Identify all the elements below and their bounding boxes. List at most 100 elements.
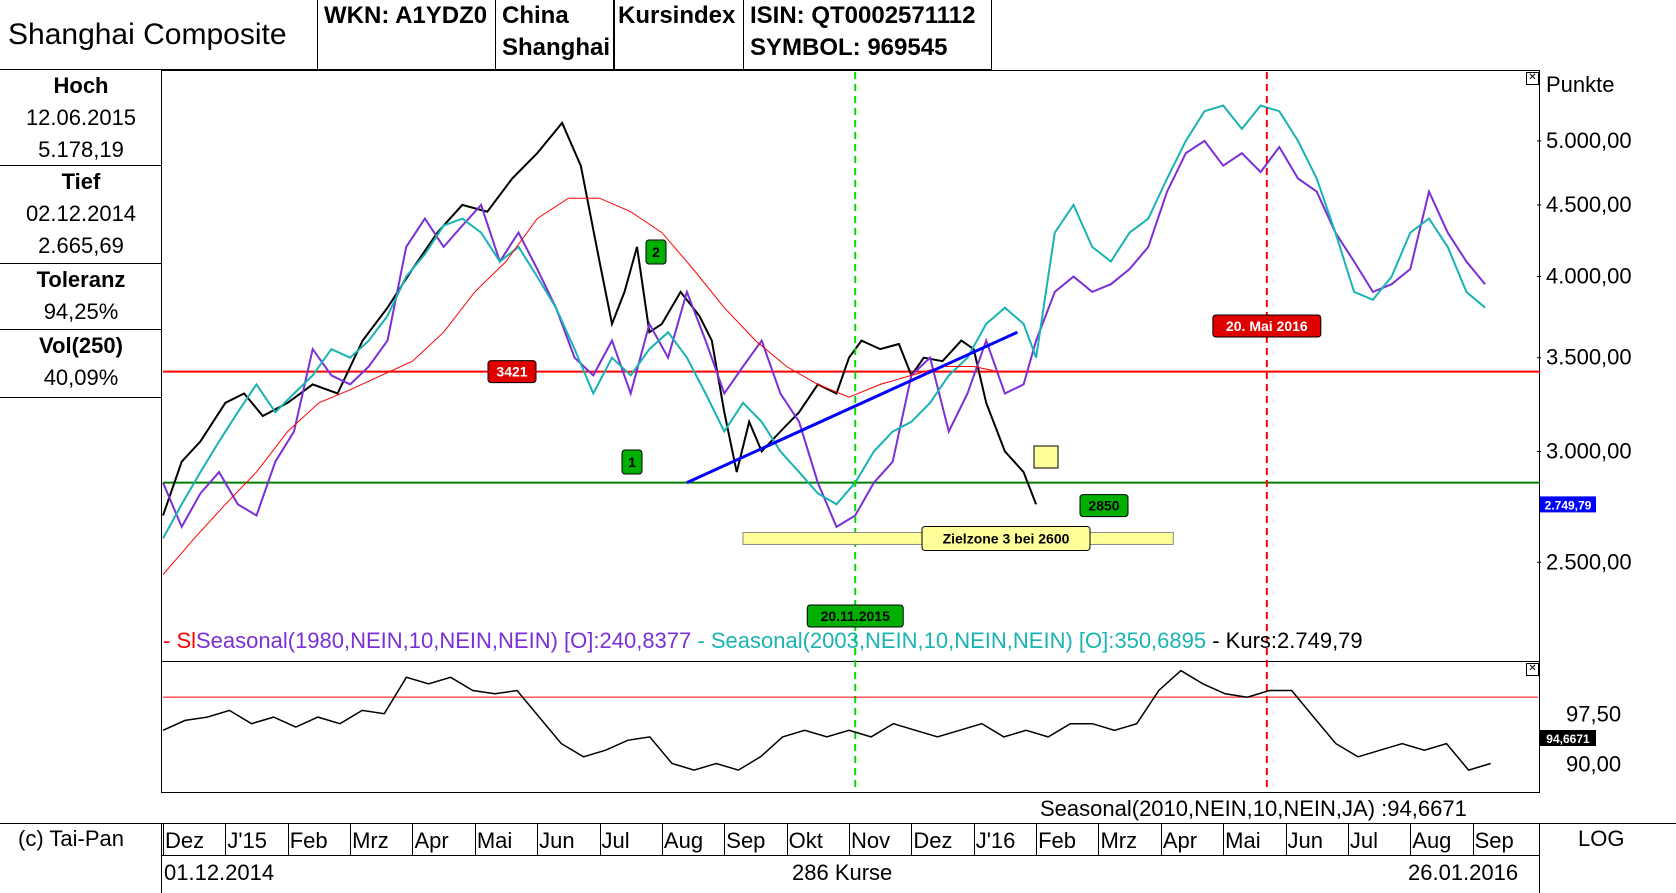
last-price-tag bbox=[1540, 496, 1596, 513]
month-label: Mrz bbox=[1100, 828, 1138, 853]
region-exchange: Shanghai bbox=[502, 34, 611, 61]
month-label: Dez bbox=[913, 828, 953, 853]
tief-label: Tief bbox=[61, 169, 101, 194]
osc-tick-label-1: 97,50 bbox=[1566, 702, 1621, 727]
y-tick-label-5: 5.000,00 bbox=[1546, 128, 1632, 153]
month-tick bbox=[849, 823, 850, 855]
month-label: Jun bbox=[1287, 828, 1324, 853]
y-tick-label-1: 3.000,00 bbox=[1546, 438, 1632, 463]
wkn-cell: WKN: A1YDZ0 bbox=[318, 0, 496, 70]
month-tick bbox=[474, 823, 476, 855]
month-label: Mai bbox=[476, 828, 513, 853]
month-tick bbox=[661, 823, 663, 855]
copyright-label: (c) Tai-Pan bbox=[18, 826, 124, 851]
month-label: J'16 bbox=[975, 828, 1016, 853]
month-label: Sep bbox=[1474, 828, 1514, 853]
hoch-date: 12.06.2015 bbox=[25, 105, 137, 130]
month-tick bbox=[287, 823, 289, 855]
month-label: Jul bbox=[601, 828, 630, 853]
hoch-value: 5.178,19 bbox=[38, 137, 124, 162]
y-unit-label: Punkte bbox=[1546, 72, 1615, 97]
legend-seasonal-2003: Seasonal(2003,NEIN,10,NEIN,NEIN) [O]:350… bbox=[710, 628, 1207, 653]
y-tick-label-2: 3.500,00 bbox=[1546, 345, 1632, 370]
region-country: China bbox=[502, 2, 569, 29]
month-tick bbox=[163, 823, 164, 855]
month-tick bbox=[1472, 823, 1474, 855]
hoch-label: Hoch bbox=[53, 73, 109, 98]
month-tick bbox=[911, 823, 913, 855]
end-date: 26.01.2016 bbox=[1408, 860, 1519, 885]
main-close-icon[interactable]: ✕ bbox=[1526, 72, 1539, 85]
isin-cell: ISIN: QT0002571112 SYMBOL: 969545 bbox=[744, 0, 992, 70]
legend-prefix: - Sl bbox=[163, 628, 196, 653]
month-label: Mai bbox=[1225, 828, 1261, 853]
month-label: Okt bbox=[788, 828, 823, 853]
symbol-value: SYMBOL: 969545 bbox=[750, 34, 948, 61]
month-tick bbox=[1098, 823, 1100, 855]
month-tick bbox=[412, 823, 414, 855]
main-chart-frame bbox=[161, 70, 1540, 662]
osc-last-label: 94,6671 bbox=[1546, 732, 1590, 746]
month-tick bbox=[599, 823, 601, 855]
osc-close-icon[interactable]: ✕ bbox=[1526, 663, 1539, 676]
footer-line bbox=[0, 823, 1676, 824]
isin-value: ISIN: QT0002571112 bbox=[750, 2, 976, 29]
quote-count: 286 Kurse bbox=[792, 860, 893, 885]
month-tick bbox=[786, 823, 788, 855]
month-label: Jul bbox=[1349, 828, 1379, 853]
y-tick-label-3: 4.000,00 bbox=[1546, 264, 1632, 289]
tief-value: 2.665,69 bbox=[38, 233, 124, 258]
footer-line-2 bbox=[161, 855, 1540, 856]
toleranz-value: 94,25% bbox=[43, 299, 119, 324]
oscillator-legend: Seasonal(2010,NEIN,10,NEIN,JA) :94,6671 bbox=[1040, 796, 1467, 821]
month-tick bbox=[350, 823, 352, 855]
month-tick bbox=[1223, 823, 1225, 855]
last-price-label: 2.749,79 bbox=[1545, 498, 1592, 512]
instrument-type: Kursindex bbox=[618, 2, 736, 29]
tief-date: 02.12.2014 bbox=[25, 201, 137, 226]
region-cell: China Shanghai bbox=[496, 0, 614, 70]
month-tick bbox=[537, 823, 539, 855]
type-cell: Kursindex bbox=[614, 0, 744, 70]
month-tick bbox=[724, 823, 726, 855]
y-tick-label-4: 4.500,00 bbox=[1546, 192, 1632, 217]
title-cell: Shanghai Composite bbox=[0, 0, 318, 70]
toleranz-box: Toleranz 94,25% bbox=[0, 264, 162, 330]
vol-label: Vol(250) bbox=[39, 333, 123, 358]
legend-seasonal-1980: Seasonal(1980,NEIN,10,NEIN,NEIN) [O]:240… bbox=[196, 628, 692, 653]
month-label: Apr bbox=[1162, 828, 1198, 853]
main-legend: - SlSeasonal(1980,NEIN,10,NEIN,NEIN) [O]… bbox=[163, 628, 1363, 654]
month-label: Feb bbox=[289, 828, 328, 853]
osc-last-tag bbox=[1540, 730, 1596, 746]
toleranz-label: Toleranz bbox=[36, 267, 126, 292]
legend-kurs: - Kurs:2.749,79 bbox=[1212, 628, 1363, 653]
start-date: 01.12.2014 bbox=[164, 860, 275, 885]
month-label: Apr bbox=[414, 828, 449, 853]
y-tick-label-0: 2.500,00 bbox=[1546, 549, 1632, 574]
month-label: Aug bbox=[663, 828, 704, 853]
wkn-value: WKN: A1YDZ0 bbox=[324, 2, 488, 29]
month-tick bbox=[1410, 823, 1412, 855]
month-label: Dez bbox=[165, 828, 205, 853]
vol-box: Vol(250) 40,09% bbox=[0, 330, 162, 398]
tief-box: Tief 02.12.2014 2.665,69 bbox=[0, 166, 162, 264]
legend-sep: - bbox=[697, 628, 705, 653]
index-title: Shanghai Composite bbox=[8, 18, 287, 51]
month-label: Aug bbox=[1412, 828, 1452, 853]
scale-label[interactable]: LOG bbox=[1578, 826, 1625, 851]
month-tick bbox=[225, 823, 227, 855]
month-tick bbox=[973, 823, 975, 855]
hoch-box: Hoch 12.06.2015 5.178,19 bbox=[0, 70, 162, 166]
month-label: Sep bbox=[726, 828, 766, 853]
osc-tick-label-0: 90,00 bbox=[1566, 751, 1621, 776]
month-label: Feb bbox=[1038, 828, 1076, 853]
footer-vline-right bbox=[1539, 823, 1540, 893]
footer-vline-left bbox=[161, 823, 162, 893]
month-tick bbox=[1160, 823, 1162, 855]
month-label: J'15 bbox=[227, 828, 268, 853]
month-tick bbox=[1347, 823, 1349, 855]
month-label: Jun bbox=[539, 828, 575, 853]
vol-value: 40,09% bbox=[43, 365, 119, 390]
month-tick bbox=[1036, 823, 1038, 855]
month-label: Nov bbox=[851, 828, 891, 853]
